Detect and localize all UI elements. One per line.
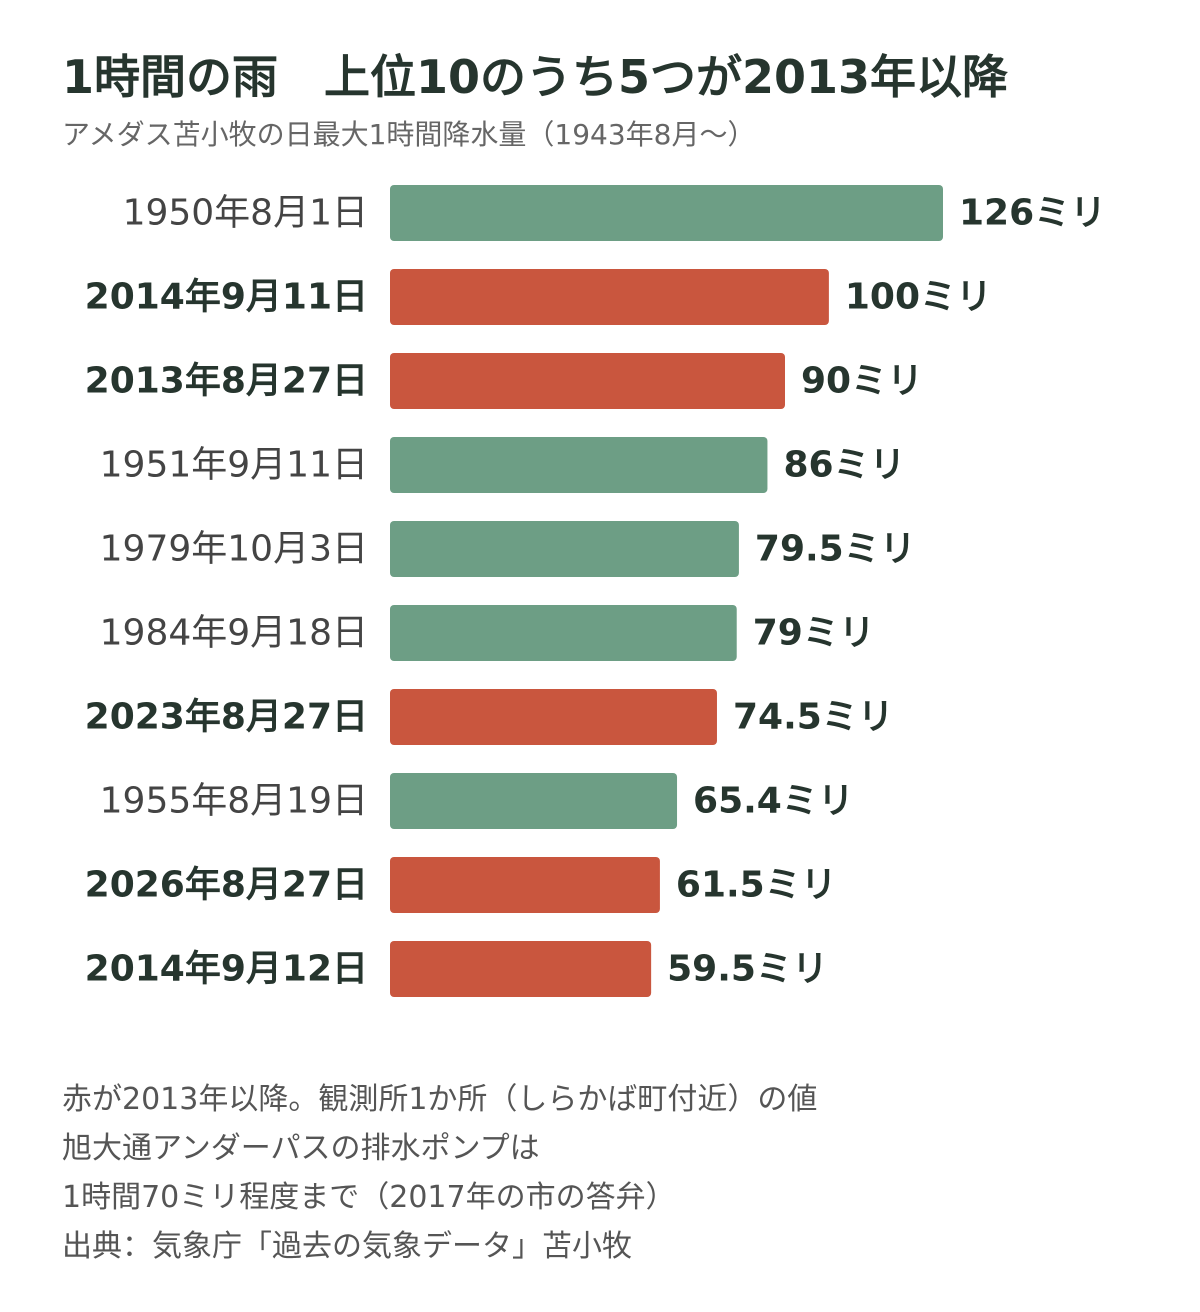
note-pump: 旭大通アンダーパスの排水ポンプは	[62, 1131, 540, 1166]
value-label: 79ミリ	[753, 613, 875, 654]
chart-title: 1時間の雨 上位10のうち5つが2013年以降	[62, 50, 1009, 104]
value-label: 61.5ミリ	[676, 865, 837, 906]
chart-notes: 赤が2013年以降。観測所1か所（しらかば町付近）の値 旭大通アンダーパスの排水…	[62, 1075, 817, 1271]
value-label: 86ミリ	[783, 445, 905, 486]
chart-subtitle: アメダス苫小牧の日最大1時間降水量（1943年8月～）	[62, 118, 756, 151]
bar	[390, 353, 785, 409]
bar	[390, 857, 660, 913]
category-label: 1950年8月1日	[123, 193, 368, 234]
category-label: 1951年9月11日	[100, 445, 368, 486]
bar	[390, 437, 768, 493]
category-label: 2026年8月27日	[85, 865, 368, 906]
value-label: 74.5ミリ	[733, 697, 894, 738]
note-pump-capacity: 1時間70ミリ程度まで（2017年の市の答弁）	[62, 1180, 676, 1215]
value-label: 79.5ミリ	[755, 529, 916, 570]
category-label: 2014年9月12日	[85, 949, 368, 990]
bar	[390, 521, 739, 577]
category-label: 1984年9月18日	[100, 613, 368, 654]
value-label: 59.5ミリ	[667, 949, 828, 990]
bar	[390, 689, 717, 745]
value-label: 90ミリ	[801, 361, 923, 402]
value-label: 65.4ミリ	[693, 781, 854, 822]
bar	[390, 941, 652, 997]
category-label: 2014年9月11日	[85, 277, 368, 318]
note-source: 出典：気象庁「過去の気象データ」苫小牧	[62, 1229, 632, 1264]
note-color-legend: 赤が2013年以降。観測所1か所（しらかば町付近）の値	[62, 1082, 818, 1117]
category-label: 1979年10月3日	[100, 529, 368, 570]
bar	[390, 269, 829, 325]
category-label: 2023年8月27日	[85, 697, 368, 738]
value-label: 126ミリ	[959, 193, 1106, 234]
bar	[390, 773, 678, 829]
bar	[390, 185, 943, 241]
bar-chart: 1950年8月1日 126ミリ 2014年9月11日 100ミリ 2013年8月27日 9…	[85, 185, 1106, 997]
category-label: 1955年8月19日	[100, 781, 368, 822]
category-label: 2013年8月27日	[85, 361, 368, 402]
value-label: 100ミリ	[845, 277, 992, 318]
bar	[390, 605, 737, 661]
